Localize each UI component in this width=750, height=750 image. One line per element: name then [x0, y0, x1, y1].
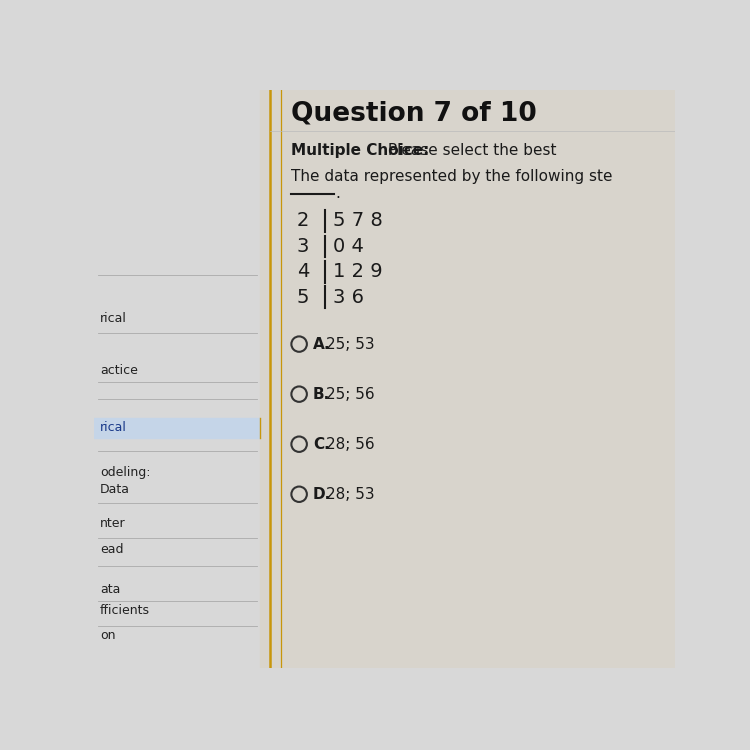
Text: 0 4: 0 4: [333, 237, 364, 256]
Bar: [94, 90, 260, 668]
Text: 2: 2: [297, 211, 309, 230]
Text: odeling:: odeling:: [100, 466, 151, 478]
Text: rical: rical: [100, 311, 127, 325]
Text: 25; 56: 25; 56: [326, 387, 375, 402]
Text: Data: Data: [100, 483, 130, 496]
Text: on: on: [100, 629, 116, 642]
Text: 5 7 8: 5 7 8: [333, 211, 383, 230]
Text: 28; 56: 28; 56: [326, 436, 375, 451]
Text: 5: 5: [297, 288, 309, 307]
Text: actice: actice: [100, 364, 138, 376]
Bar: [260, 90, 675, 668]
Bar: [94, 418, 260, 438]
Text: D.: D.: [313, 487, 332, 502]
Text: The data represented by the following ste: The data represented by the following st…: [291, 169, 613, 184]
Text: ata: ata: [100, 583, 120, 596]
Text: Question 7 of 10: Question 7 of 10: [291, 100, 537, 126]
Text: B.: B.: [313, 387, 330, 402]
Text: .: .: [335, 187, 340, 202]
Text: rical: rical: [100, 422, 127, 434]
Text: 25; 53: 25; 53: [326, 337, 375, 352]
Text: 3: 3: [297, 237, 309, 256]
Text: 1 2 9: 1 2 9: [333, 262, 382, 281]
Text: A.: A.: [313, 337, 331, 352]
Text: 3 6: 3 6: [333, 288, 364, 307]
Text: nter: nter: [100, 517, 125, 530]
Text: Multiple Choice:: Multiple Choice:: [291, 143, 430, 158]
Text: 4: 4: [297, 262, 309, 281]
Text: C.: C.: [313, 436, 330, 451]
Text: ead: ead: [100, 542, 124, 556]
Text: 28; 53: 28; 53: [326, 487, 375, 502]
Text: fficients: fficients: [100, 604, 150, 617]
Text: Please select the best: Please select the best: [382, 143, 556, 158]
